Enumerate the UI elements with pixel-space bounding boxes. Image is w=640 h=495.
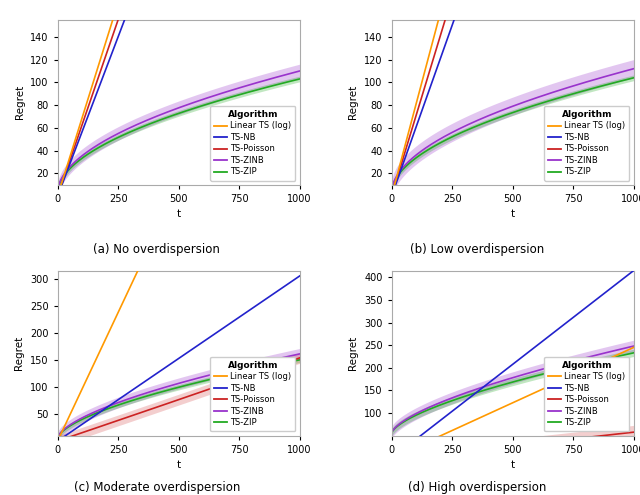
Text: (b) Low overdispersion: (b) Low overdispersion bbox=[410, 244, 544, 256]
Legend: Linear TS (log), TS-NB, TS-Poisson, TS-ZINB, TS-ZIP: Linear TS (log), TS-NB, TS-Poisson, TS-Z… bbox=[210, 106, 296, 181]
Y-axis label: Regret: Regret bbox=[349, 85, 358, 119]
X-axis label: t: t bbox=[177, 209, 180, 219]
Text: (a) No overdispersion: (a) No overdispersion bbox=[93, 244, 220, 256]
X-axis label: t: t bbox=[177, 460, 180, 470]
Y-axis label: Regret: Regret bbox=[15, 85, 24, 119]
Legend: Linear TS (log), TS-NB, TS-Poisson, TS-ZINB, TS-ZIP: Linear TS (log), TS-NB, TS-Poisson, TS-Z… bbox=[210, 356, 296, 432]
X-axis label: t: t bbox=[511, 209, 515, 219]
Y-axis label: Regret: Regret bbox=[348, 336, 358, 370]
Legend: Linear TS (log), TS-NB, TS-Poisson, TS-ZINB, TS-ZIP: Linear TS (log), TS-NB, TS-Poisson, TS-Z… bbox=[544, 106, 629, 181]
Text: (d) High overdispersion: (d) High overdispersion bbox=[408, 481, 546, 494]
X-axis label: t: t bbox=[511, 460, 515, 470]
Y-axis label: Regret: Regret bbox=[14, 336, 24, 370]
Legend: Linear TS (log), TS-NB, TS-Poisson, TS-ZINB, TS-ZIP: Linear TS (log), TS-NB, TS-Poisson, TS-Z… bbox=[544, 356, 629, 432]
Text: (c) Moderate overdispersion: (c) Moderate overdispersion bbox=[74, 481, 240, 494]
